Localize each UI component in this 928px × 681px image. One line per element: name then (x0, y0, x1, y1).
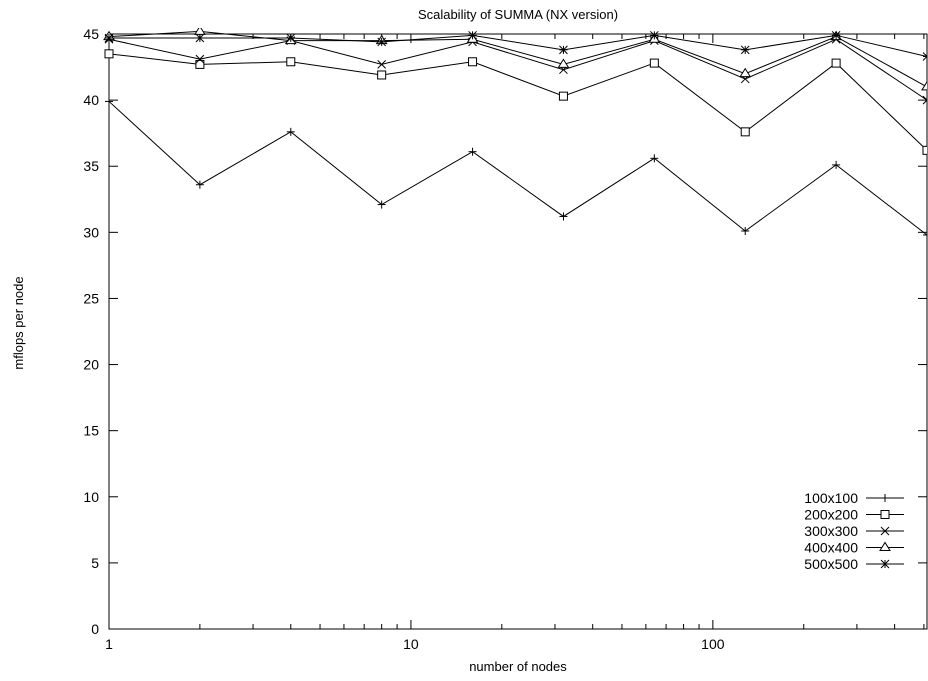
x-tick-label: 10 (403, 636, 419, 652)
data-point-100x100 (832, 160, 841, 169)
data-point-500x500 (377, 37, 387, 47)
data-point-100x100 (741, 227, 750, 236)
legend-label-300x300: 300x300 (804, 523, 858, 539)
data-point-100x100 (286, 127, 295, 136)
data-point-500x500 (649, 30, 659, 40)
data-point-100x100 (559, 212, 568, 221)
legend-marker-100x100 (881, 494, 889, 502)
data-point-100x100 (377, 200, 386, 209)
chart-title: Scalability of SUMMA (NX version) (418, 7, 618, 22)
data-point-200x200 (286, 57, 296, 67)
data-point-100x100 (105, 97, 113, 106)
x-tick-label: 100 (701, 636, 725, 652)
legend-label-200x200: 200x200 (804, 507, 858, 523)
data-point-500x500 (195, 33, 205, 43)
legend-marker-200x200 (880, 510, 890, 519)
data-point-500x500 (286, 33, 296, 43)
legend-marker-500x500 (880, 559, 890, 569)
data-point-400x400 (739, 67, 752, 78)
y-tick-label: 25 (83, 290, 99, 306)
data-point-100x100 (923, 230, 927, 239)
legend-marker-300x300 (880, 526, 890, 536)
y-tick-label: 30 (83, 224, 99, 240)
data-point-200x200 (558, 91, 568, 101)
data-point-500x500 (559, 45, 568, 55)
data-point-500x500 (468, 30, 477, 40)
y-tick-label: 5 (91, 555, 99, 571)
data-point-200x200 (468, 57, 478, 67)
data-point-500x500 (740, 45, 750, 55)
data-point-300x300 (377, 60, 387, 69)
x-axis-label: number of nodes (469, 659, 567, 674)
legend-marker-400x400 (879, 541, 891, 551)
legend-label-500x500: 500x500 (804, 556, 858, 572)
series-line-400x400 (108, 30, 927, 88)
legend-label-100x100: 100x100 (804, 490, 858, 506)
y-tick-label: 15 (83, 423, 99, 439)
data-point-300x300 (922, 95, 927, 105)
plot-frame (108, 33, 928, 630)
series-line-500x500 (109, 34, 927, 57)
y-axis-label: mflops per node (11, 276, 26, 369)
data-point-100x100 (195, 180, 204, 189)
data-point-500x500 (831, 30, 841, 40)
y-tick-label: 20 (83, 357, 99, 373)
data-point-500x500 (104, 33, 114, 43)
data-point-400x400 (193, 28, 206, 35)
data-point-400x400 (557, 58, 570, 68)
y-tick-label: 45 (83, 26, 99, 42)
series-line-300x300 (108, 38, 927, 101)
y-tick-label: 0 (91, 621, 99, 637)
y-tick-label: 40 (83, 92, 99, 108)
data-point-100x100 (650, 154, 659, 163)
data-point-200x200 (740, 127, 750, 137)
data-point-200x200 (922, 145, 927, 155)
legend-label-400x400: 400x400 (804, 540, 858, 556)
data-point-200x200 (195, 59, 205, 69)
data-point-200x200 (104, 49, 114, 59)
x-tick-label: 1 (105, 636, 113, 652)
data-point-200x200 (377, 70, 387, 80)
data-point-100x100 (468, 147, 477, 156)
data-point-500x500 (922, 52, 927, 61)
data-point-300x300 (195, 54, 205, 64)
data-point-400x400 (921, 80, 927, 91)
data-point-200x200 (831, 58, 841, 68)
data-point-200x200 (649, 58, 659, 68)
y-tick-label: 35 (83, 158, 99, 174)
plot-area: 0 5 10 15 20 25 30 35 40 45 1 10 100 100x100200x20030… (83, 26, 928, 652)
series-line-100x100 (108, 101, 927, 236)
y-tick-label: 10 (83, 489, 99, 505)
series-line-200x200 (108, 53, 927, 151)
